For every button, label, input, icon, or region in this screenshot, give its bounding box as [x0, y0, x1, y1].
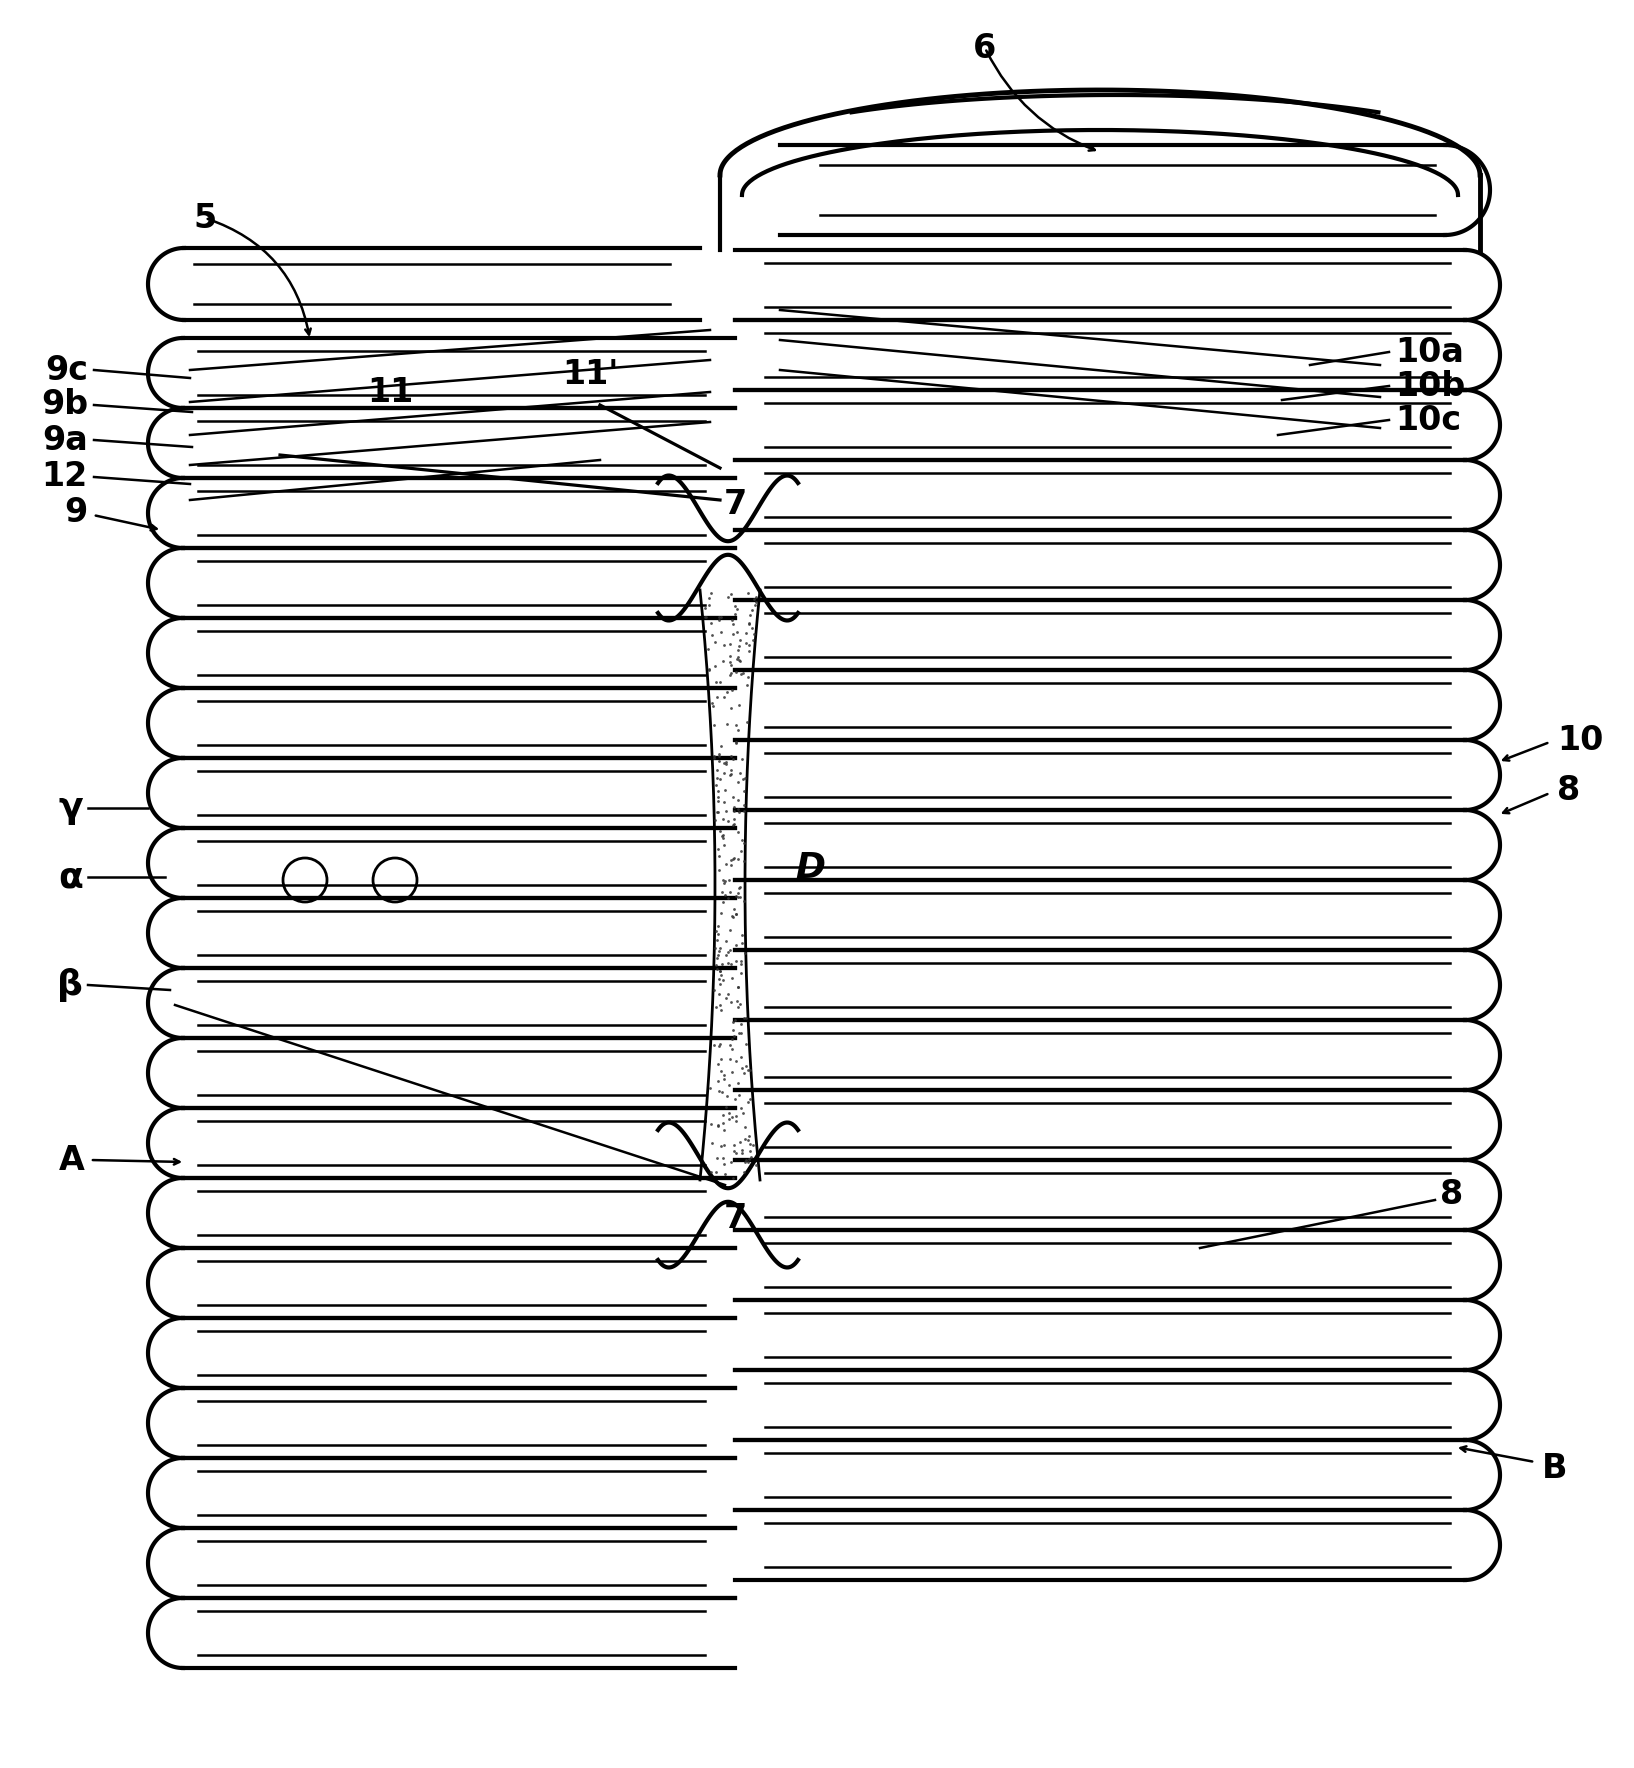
Text: 6: 6: [974, 32, 997, 64]
Text: D: D: [796, 850, 825, 886]
Text: 9a: 9a: [42, 424, 88, 456]
Text: 12: 12: [42, 460, 88, 493]
Text: 8: 8: [1440, 1179, 1464, 1211]
Text: β: β: [57, 969, 83, 1002]
Text: 8: 8: [1557, 774, 1580, 806]
Text: 11': 11': [562, 359, 618, 391]
Text: γ: γ: [59, 790, 83, 826]
Text: 9c: 9c: [46, 354, 88, 387]
Text: 10a: 10a: [1395, 336, 1464, 368]
Text: 10c: 10c: [1395, 403, 1461, 437]
Text: 9b: 9b: [41, 389, 88, 421]
Text: 7: 7: [724, 1202, 747, 1234]
Text: 7: 7: [724, 488, 747, 522]
Text: 10: 10: [1557, 723, 1603, 757]
Text: α: α: [59, 859, 83, 895]
Text: A: A: [59, 1144, 85, 1176]
Text: B: B: [1542, 1452, 1567, 1485]
Text: 9: 9: [65, 497, 88, 529]
Text: 5: 5: [193, 202, 217, 235]
Text: 11: 11: [368, 377, 413, 410]
Text: 10b: 10b: [1395, 370, 1466, 403]
